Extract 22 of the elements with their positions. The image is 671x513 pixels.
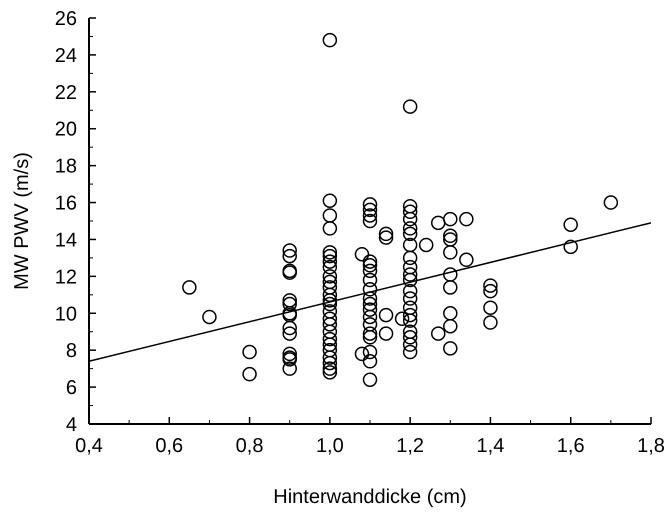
y-tick-label: 6: [66, 377, 77, 400]
y-tick-label: 20: [54, 118, 77, 141]
x-tick-label: 1,4: [476, 435, 504, 457]
y-tick-label: 10: [54, 303, 77, 326]
y-tick-label: 4: [66, 414, 77, 436]
x-tick-label: 0,4: [75, 435, 103, 457]
y-tick-label: 16: [54, 192, 77, 215]
x-axis-title: Hinterwanddicke (cm): [273, 486, 467, 508]
y-tick-label: 22: [54, 82, 77, 104]
x-tick-label: 1,2: [396, 435, 424, 457]
x-tick-label: 1,6: [556, 435, 585, 457]
x-tick-label: 0,8: [236, 435, 264, 457]
y-tick-label: 12: [54, 266, 77, 288]
x-tick-label: 1,8: [637, 435, 665, 457]
y-tick-label: 8: [66, 340, 77, 362]
x-tick-label: 1,0: [316, 435, 344, 457]
x-tick-label: 0,6: [155, 435, 184, 457]
y-tick-label: 18: [54, 156, 77, 178]
y-tick-label: 26: [54, 8, 77, 30]
y-axis-title: MW PWV (m/s): [11, 152, 33, 290]
y-tick-label: 24: [54, 44, 77, 67]
y-tick-label: 14: [54, 229, 77, 252]
